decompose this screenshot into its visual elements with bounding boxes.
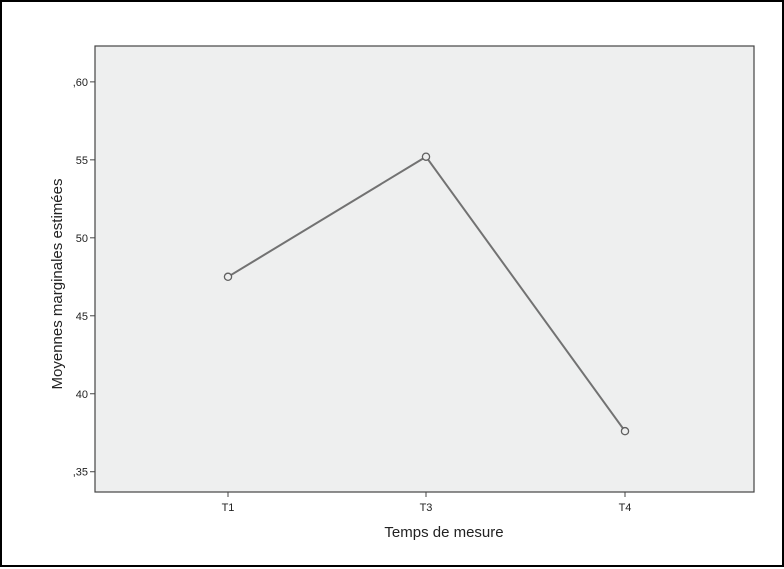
- plot-area: [94, 45, 755, 493]
- y-tick-label: 40: [76, 389, 88, 401]
- y-tick-label: 50: [76, 233, 88, 245]
- x-tick-label: T3: [420, 502, 433, 514]
- x-axis-ticks: T1 T3 T4: [222, 492, 632, 514]
- y-tick-label: 55: [76, 155, 88, 167]
- y-tick-label: 45: [76, 311, 88, 323]
- x-tick-label: T4: [619, 502, 632, 514]
- y-axis-ticks: ,35 40 45 50 55 ,60: [73, 77, 95, 479]
- y-tick-label: ,60: [73, 77, 88, 89]
- y-tick-label: ,35: [73, 467, 88, 479]
- y-axis-title: Moyennes marginales estimées: [49, 179, 66, 390]
- x-tick-label: T1: [222, 502, 235, 514]
- data-point-marker: [223, 272, 233, 282]
- series-group: [223, 152, 630, 436]
- data-point-marker: [620, 426, 630, 436]
- x-axis-title: Temps de mesure: [384, 524, 503, 541]
- data-point-marker: [421, 152, 431, 161]
